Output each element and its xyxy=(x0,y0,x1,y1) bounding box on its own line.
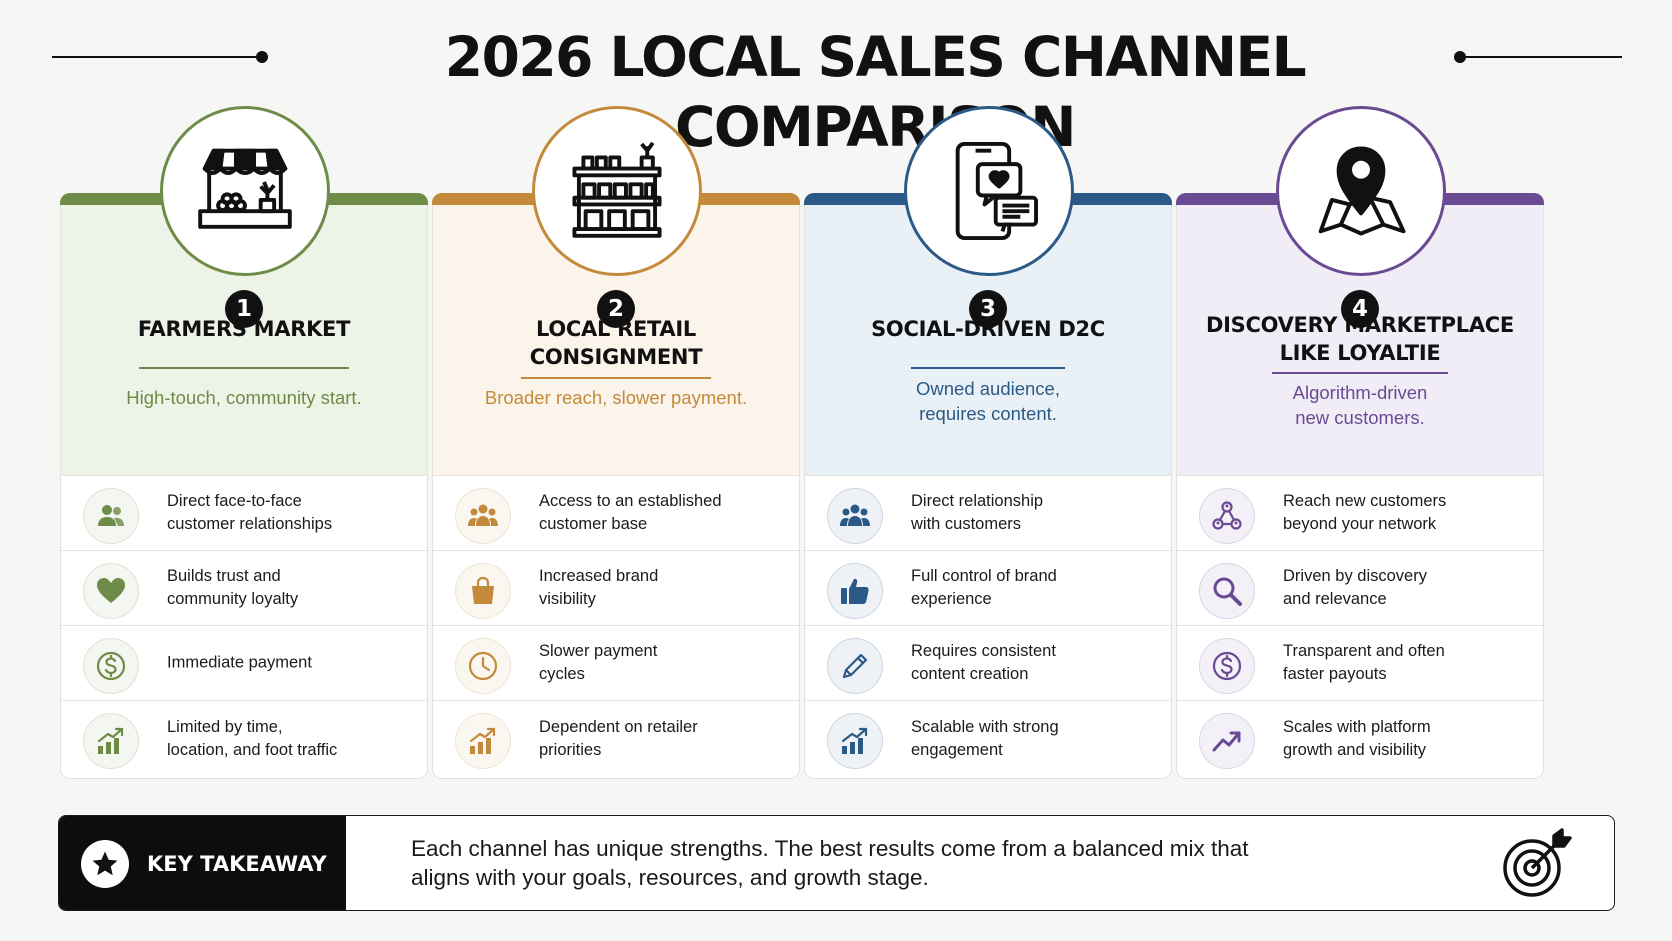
feature-list: Direct face-to-face customer relationshi… xyxy=(61,476,427,776)
channel-card-farmers-market: 1 FARMERS MARKET High-touch, community s… xyxy=(60,106,428,779)
channel-card-discovery-marketplace: 4 DISCOVERY MARKETPLACE LIKE LOYALTIE Al… xyxy=(1176,106,1544,779)
group-icon xyxy=(455,488,511,544)
channel-header xyxy=(804,193,1172,476)
channel-number-badge: 4 xyxy=(1341,290,1379,328)
channel-title: DISCOVERY MARKETPLACE LIKE LOYALTIE xyxy=(1206,313,1514,365)
channel-card-local-retail: 2 LOCAL RETAIL CONSIGNMENT Broader reach… xyxy=(432,106,800,779)
feature-text: Requires consistent content creation xyxy=(911,642,1056,683)
feature-text: Immediate payment xyxy=(167,653,312,672)
feature-row: Limited by time, location, and foot traf… xyxy=(61,701,427,776)
title-line-right xyxy=(1462,56,1622,58)
feature-text: Direct relationship with customers xyxy=(911,492,1044,533)
feature-text: Slower payment cycles xyxy=(539,642,658,683)
feature-text: Access to an established customer base xyxy=(539,492,722,533)
heart-icon xyxy=(83,563,139,619)
feature-text: Scales with platform growth and visibili… xyxy=(1283,717,1431,759)
takeaway-label: KEY TAKEAWAY xyxy=(147,852,327,876)
feature-text: Driven by discovery and relevance xyxy=(1283,567,1427,608)
takeaway-label-box: KEY TAKEAWAY xyxy=(59,816,346,910)
star-icon xyxy=(81,840,129,888)
feature-row: Builds trust and community loyalty xyxy=(61,551,427,626)
feature-row: Transparent and often faster payouts xyxy=(1177,626,1543,701)
feature-row: Scales with platform growth and visibili… xyxy=(1177,701,1543,776)
channel-title: SOCIAL-DRIVEN D2C xyxy=(871,317,1105,341)
channel-number-badge: 1 xyxy=(225,290,263,328)
smartphone-chat-icon xyxy=(904,106,1074,276)
channel-title: LOCAL RETAIL CONSIGNMENT xyxy=(529,317,703,369)
feature-row: Requires consistent content creation xyxy=(805,626,1171,701)
network-icon xyxy=(1199,488,1255,544)
feature-text: Builds trust and community loyalty xyxy=(167,567,299,608)
trend-up-icon xyxy=(1199,713,1255,769)
channel-title: FARMERS MARKET xyxy=(137,317,351,341)
channel-number-badge: 2 xyxy=(597,290,635,328)
title-underline xyxy=(139,367,349,369)
target-icon xyxy=(1503,828,1572,897)
channel-card-social-d2c: 3 SOCIAL-DRIVEN D2C Owned audience, requ… xyxy=(804,106,1172,779)
shop-shelf-icon xyxy=(532,106,702,276)
feature-row: Dependent on retailer priorities xyxy=(433,701,799,776)
channel-subtitle: Algorithm-driven new customers. xyxy=(1292,382,1428,428)
title-underline xyxy=(911,367,1065,369)
feature-text: Scalable with strong engagement xyxy=(911,717,1059,759)
feature-list: Direct relationship with customers Full c… xyxy=(805,476,1171,776)
feature-text: Transparent and often faster payouts xyxy=(1283,642,1445,683)
feature-row: Increased brand visibility xyxy=(433,551,799,626)
feature-text: Reach new customers beyond your network xyxy=(1283,492,1447,533)
map-pin-icon xyxy=(1276,106,1446,276)
dollar-icon xyxy=(1199,638,1255,694)
title-underline xyxy=(521,377,711,379)
pencil-icon xyxy=(827,638,883,694)
feature-list: Reach new customers beyond your network D… xyxy=(1177,476,1543,776)
people-icon xyxy=(83,488,139,544)
channel-subtitle: Broader reach, slower payment. xyxy=(484,387,748,408)
search-icon xyxy=(1199,563,1255,619)
feature-list: Access to an established customer base In… xyxy=(433,476,799,776)
takeaway-text: Each channel has unique strengths. The b… xyxy=(411,836,1249,890)
group-icon xyxy=(827,488,883,544)
feature-text: Increased brand visibility xyxy=(539,567,659,608)
title-line-left xyxy=(52,56,262,58)
feature-row: Full control of brand experience xyxy=(805,551,1171,626)
dollar-icon xyxy=(83,638,139,694)
feature-text: Dependent on retailer priorities xyxy=(539,717,698,759)
market-stall-icon xyxy=(160,106,330,276)
title-dot-left xyxy=(256,51,268,63)
shopping-bag-icon xyxy=(455,563,511,619)
feature-row: Reach new customers beyond your network xyxy=(1177,476,1543,551)
feature-row: Driven by discovery and relevance xyxy=(1177,551,1543,626)
feature-row: Scalable with strong engagement xyxy=(805,701,1171,776)
growth-chart-icon xyxy=(455,713,511,769)
feature-row: Slower payment cycles xyxy=(433,626,799,701)
key-takeaway-panel: KEY TAKEAWAY Each channel has unique str… xyxy=(58,815,1615,911)
feature-row: Immediate payment xyxy=(61,626,427,701)
feature-row: Direct relationship with customers xyxy=(805,476,1171,551)
feature-text: Direct face-to-face customer relationshi… xyxy=(167,492,333,533)
feature-row: Direct face-to-face customer relationshi… xyxy=(61,476,427,551)
channel-header xyxy=(432,193,800,476)
clock-icon xyxy=(455,638,511,694)
channel-subtitle: Owned audience, requires content. xyxy=(916,378,1060,424)
feature-text: Limited by time, location, and foot traf… xyxy=(167,717,338,759)
title-row: 2026 LOCAL SALES CHANNEL COMPARISON xyxy=(0,22,1672,159)
growth-chart-icon xyxy=(827,713,883,769)
title-underline xyxy=(1272,372,1448,374)
feature-text: Full control of brand experience xyxy=(911,567,1057,608)
thumbs-up-icon xyxy=(827,563,883,619)
channel-number-badge: 3 xyxy=(969,290,1007,328)
growth-chart-icon xyxy=(83,713,139,769)
channel-subtitle: High-touch, community start. xyxy=(126,387,362,408)
feature-row: Access to an established customer base xyxy=(433,476,799,551)
page-title: 2026 LOCAL SALES CHANNEL COMPARISON xyxy=(444,25,1307,159)
title-dot-right xyxy=(1454,51,1466,63)
